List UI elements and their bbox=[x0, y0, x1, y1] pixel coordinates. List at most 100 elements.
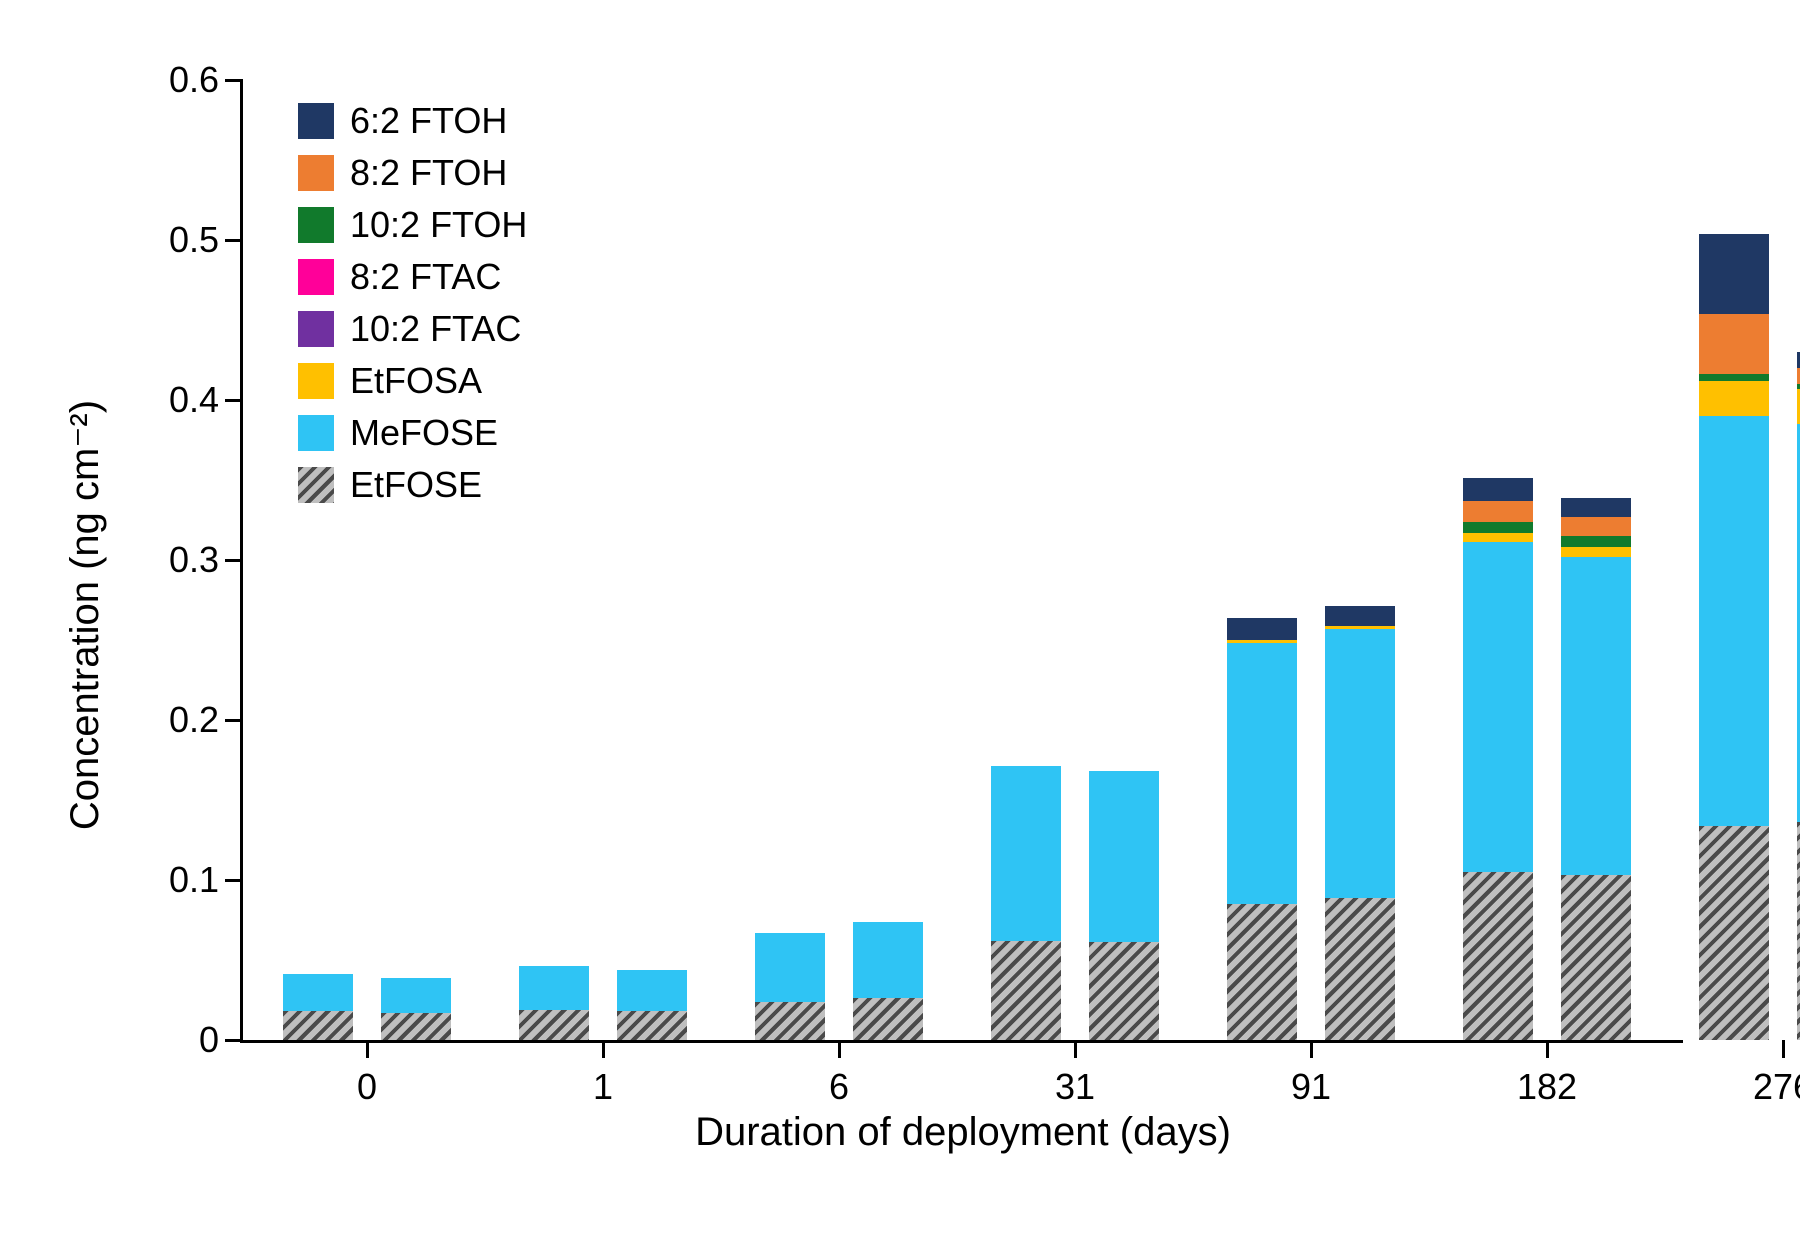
bar-segment-EtFOSE bbox=[381, 1013, 451, 1040]
bar-segment-EtFOSE bbox=[617, 1011, 687, 1040]
x-tick-label: 276 bbox=[1753, 1066, 1800, 1108]
y-tick bbox=[225, 1039, 243, 1042]
bar-segment-EtFOSE bbox=[991, 941, 1061, 1040]
x-tick bbox=[1074, 1040, 1077, 1058]
legend-item-FTOH82: 8:2 FTOH bbox=[298, 152, 527, 194]
legend-item-EtFOSE: EtFOSE bbox=[298, 464, 527, 506]
bar bbox=[1227, 618, 1297, 1040]
bar-segment-FTOH62 bbox=[1699, 234, 1769, 314]
legend-swatch bbox=[298, 103, 334, 139]
legend-item-FTAC102: 10:2 FTAC bbox=[298, 308, 527, 350]
legend: 6:2 FTOH 8:2 FTOH 10:2 FTOH 8:2 FTAC 10:2 FT… bbox=[298, 100, 527, 516]
bar bbox=[1699, 234, 1769, 1040]
legend-label: EtFOSA bbox=[350, 360, 482, 402]
bar bbox=[283, 974, 353, 1040]
bar-segment-MeFOSE bbox=[991, 766, 1061, 940]
legend-swatch bbox=[298, 311, 334, 347]
y-tick-label: 0.2 bbox=[169, 699, 219, 741]
bar bbox=[519, 966, 589, 1040]
legend-item-EtFOSA: EtFOSA bbox=[298, 360, 527, 402]
legend-swatch bbox=[298, 415, 334, 451]
bar-segment-MeFOSE bbox=[853, 922, 923, 999]
legend-label: 8:2 FTAC bbox=[350, 256, 501, 298]
x-tick-label: 182 bbox=[1517, 1066, 1577, 1108]
bar-segment-MeFOSE bbox=[519, 966, 589, 1009]
bar bbox=[853, 922, 923, 1040]
bar-segment-MeFOSE bbox=[755, 933, 825, 1002]
bar-segment-MeFOSE bbox=[1699, 416, 1769, 826]
legend-item-FTOH102: 10:2 FTOH bbox=[298, 204, 527, 246]
x-tick bbox=[1546, 1040, 1549, 1058]
legend-item-MeFOSE: MeFOSE bbox=[298, 412, 527, 454]
bar-segment-FTOH62 bbox=[1325, 606, 1395, 625]
legend-item-FTOH62: 6:2 FTOH bbox=[298, 100, 527, 142]
bar-segment-EtFOSE bbox=[519, 1010, 589, 1040]
bar-segment-EtFOSE bbox=[1325, 898, 1395, 1040]
legend-label: 10:2 FTAC bbox=[350, 308, 521, 350]
x-tick bbox=[1782, 1040, 1785, 1058]
legend-swatch bbox=[298, 363, 334, 399]
bar-segment-FTOH82 bbox=[1561, 517, 1631, 536]
bar bbox=[617, 970, 687, 1040]
bar-segment-EtFOSE bbox=[1089, 942, 1159, 1040]
bar-segment-FTOH82 bbox=[1463, 501, 1533, 522]
y-tick bbox=[225, 559, 243, 562]
bar-segment-EtFOSA bbox=[1561, 547, 1631, 557]
x-tick bbox=[366, 1040, 369, 1058]
bar-segment-MeFOSE bbox=[381, 978, 451, 1013]
y-tick-label: 0.6 bbox=[169, 59, 219, 101]
bar bbox=[381, 978, 451, 1040]
bar-segment-MeFOSE bbox=[1325, 629, 1395, 898]
bar bbox=[1561, 498, 1631, 1040]
bar-segment-EtFOSE bbox=[1561, 875, 1631, 1040]
legend-label: 10:2 FTOH bbox=[350, 204, 527, 246]
legend-swatch bbox=[298, 259, 334, 295]
bar-segment-EtFOSE bbox=[853, 998, 923, 1040]
legend-label: MeFOSE bbox=[350, 412, 498, 454]
legend-swatch bbox=[298, 467, 334, 503]
bar-segment-EtFOSA bbox=[1699, 381, 1769, 416]
bar-segment-MeFOSE bbox=[1089, 771, 1159, 942]
bar-segment-EtFOSE bbox=[1463, 872, 1533, 1040]
y-tick-label: 0.5 bbox=[169, 219, 219, 261]
bar-segment-EtFOSE bbox=[1699, 826, 1769, 1040]
bar-segment-MeFOSE bbox=[617, 970, 687, 1012]
bar-segment-MeFOSE bbox=[1227, 643, 1297, 904]
bar-segment-FTOH102 bbox=[1561, 536, 1631, 547]
y-tick-label: 0.1 bbox=[169, 859, 219, 901]
x-tick-label: 1 bbox=[593, 1066, 613, 1108]
x-tick-label: 0 bbox=[357, 1066, 377, 1108]
bar-segment-MeFOSE bbox=[1463, 542, 1533, 872]
y-tick bbox=[225, 79, 243, 82]
bar bbox=[1463, 478, 1533, 1040]
bar bbox=[1325, 606, 1395, 1040]
x-tick-label: 6 bbox=[829, 1066, 849, 1108]
plot-area: 6:2 FTOH 8:2 FTOH 10:2 FTOH 8:2 FTAC 10:2 FT… bbox=[240, 80, 1683, 1043]
legend-label: 8:2 FTOH bbox=[350, 152, 507, 194]
y-tick bbox=[225, 239, 243, 242]
bar-segment-EtFOSE bbox=[755, 1002, 825, 1040]
bar-segment-EtFOSE bbox=[1227, 904, 1297, 1040]
y-tick bbox=[225, 719, 243, 722]
bar bbox=[1089, 771, 1159, 1040]
y-tick bbox=[225, 399, 243, 402]
y-tick-label: 0.3 bbox=[169, 539, 219, 581]
y-tick-label: 0.4 bbox=[169, 379, 219, 421]
x-axis-title: Duration of deployment (days) bbox=[695, 1110, 1231, 1155]
x-tick-label: 91 bbox=[1291, 1066, 1331, 1108]
x-tick bbox=[1310, 1040, 1313, 1058]
bar-segment-FTOH62 bbox=[1227, 618, 1297, 640]
bar-segment-FTOH62 bbox=[1463, 478, 1533, 500]
x-tick bbox=[602, 1040, 605, 1058]
legend-swatch bbox=[298, 207, 334, 243]
legend-item-FTAC82: 8:2 FTAC bbox=[298, 256, 527, 298]
y-axis-title: Concentration (ng cm⁻²) bbox=[62, 400, 108, 830]
legend-label: 6:2 FTOH bbox=[350, 100, 507, 142]
bar-segment-EtFOSA bbox=[1463, 533, 1533, 543]
y-tick bbox=[225, 879, 243, 882]
bar-segment-MeFOSE bbox=[1561, 557, 1631, 875]
bar-segment-FTOH82 bbox=[1699, 314, 1769, 375]
bar-segment-FTOH102 bbox=[1463, 522, 1533, 533]
x-tick-label: 31 bbox=[1055, 1066, 1095, 1108]
x-tick bbox=[838, 1040, 841, 1058]
